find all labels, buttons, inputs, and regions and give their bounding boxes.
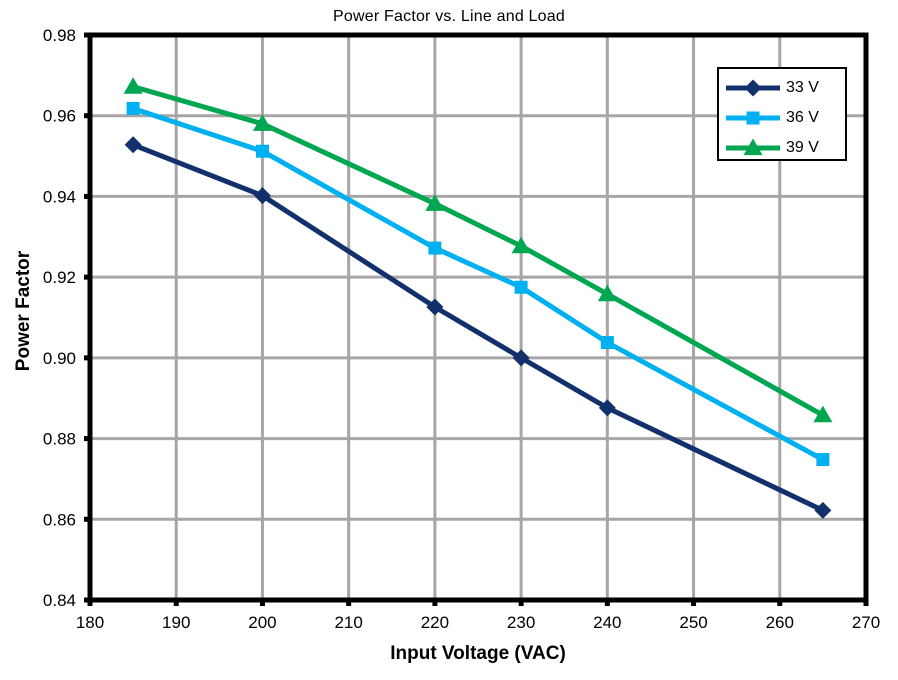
plot-frame xyxy=(87,32,869,603)
data-marker-diamond xyxy=(426,298,444,316)
data-marker-triangle xyxy=(813,405,833,423)
chart-legend: 33 V 36 V 39 V xyxy=(717,67,847,161)
x-tick-label: 240 xyxy=(593,613,621,632)
x-tick-label: 250 xyxy=(679,613,707,632)
x-tick-label: 260 xyxy=(766,613,794,632)
legend-label-0: 33 V xyxy=(786,79,819,96)
x-gridlines xyxy=(174,35,782,600)
data-marker-triangle xyxy=(511,236,531,254)
data-series-33-v xyxy=(124,136,832,519)
legend-label-2: 39 V xyxy=(786,139,819,156)
data-series-39-v xyxy=(123,77,833,423)
plot-border xyxy=(87,32,869,603)
series-polyline xyxy=(132,84,825,418)
data-marker-square xyxy=(816,453,830,467)
data-marker-triangle xyxy=(123,77,143,94)
data-marker-square xyxy=(126,101,140,115)
x-tick-label: 220 xyxy=(421,613,449,632)
data-marker-square xyxy=(514,280,528,294)
data-series-36-v xyxy=(126,101,830,467)
series-polyline xyxy=(132,142,824,513)
x-tick-label: 200 xyxy=(248,613,276,632)
data-marker-diamond xyxy=(814,501,832,519)
y-tick-label: 0.94 xyxy=(43,187,76,206)
data-series-group xyxy=(123,77,833,519)
data-marker-diamond xyxy=(744,79,762,97)
data-marker-triangle xyxy=(252,114,272,131)
y-tick-label: 0.86 xyxy=(43,510,76,529)
x-tick-label: 270 xyxy=(852,613,880,632)
data-marker-triangle xyxy=(425,194,445,211)
x-axis-title: Input Voltage (VAC) xyxy=(390,643,566,664)
x-tick-label: 190 xyxy=(162,613,190,632)
data-marker-square xyxy=(428,241,442,255)
y-tick-label: 0.88 xyxy=(43,430,76,449)
y-tick-label: 0.84 xyxy=(43,591,76,610)
data-marker-diamond xyxy=(253,187,271,205)
data-marker-triangle xyxy=(597,284,617,302)
data-marker-square xyxy=(600,336,614,350)
y-tick-label: 0.96 xyxy=(43,107,76,126)
data-marker-diamond xyxy=(124,136,142,154)
legend-label-1: 36 V xyxy=(786,109,819,126)
x-tick-label: 210 xyxy=(334,613,362,632)
data-marker-triangle xyxy=(743,138,763,156)
data-marker-square xyxy=(746,111,760,125)
y-axis-tick-labels: 0.84 0.86 0.88 0.90 0.92 0.94 0.96 0.98 xyxy=(43,26,76,610)
chart-title: Power Factor vs. Line and Load xyxy=(333,8,565,25)
x-tick-label: 180 xyxy=(76,613,104,632)
data-marker-diamond xyxy=(598,399,616,417)
data-marker-diamond xyxy=(512,349,530,367)
y-tick-label: 0.90 xyxy=(43,349,76,368)
legend-background xyxy=(717,67,847,161)
data-marker-square xyxy=(255,144,269,158)
y-tick-label: 0.92 xyxy=(43,268,76,287)
y-tick-label: 0.98 xyxy=(43,26,76,45)
series-polyline xyxy=(132,106,825,462)
x-tick-label: 230 xyxy=(507,613,535,632)
x-axis-tick-labels: 180 190 200 210 220 230 240 250 260 270 xyxy=(76,613,880,632)
y-gridlines xyxy=(90,114,866,521)
